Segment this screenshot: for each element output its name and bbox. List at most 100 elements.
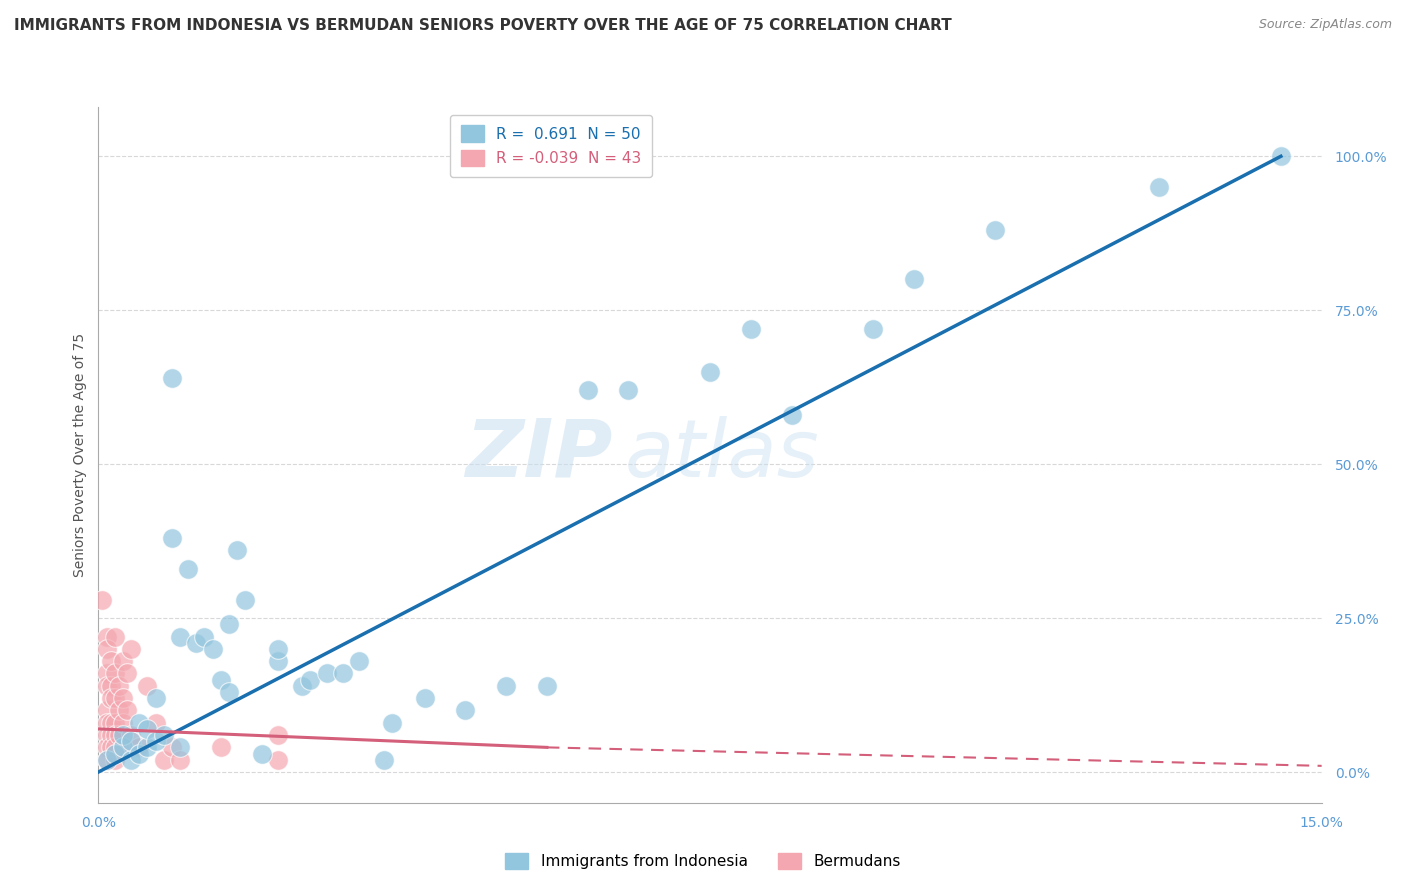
Point — [349, 654, 371, 668]
Point — [96, 715, 118, 730]
Point — [96, 740, 118, 755]
Point — [160, 740, 183, 755]
Point — [100, 691, 122, 706]
Point — [152, 753, 174, 767]
Point — [160, 531, 183, 545]
Point — [136, 722, 159, 736]
Point — [1270, 149, 1292, 163]
Point — [96, 703, 118, 717]
Point — [136, 679, 159, 693]
Point — [169, 753, 191, 767]
Point — [218, 685, 240, 699]
Point — [115, 703, 138, 717]
Point — [96, 679, 118, 693]
Point — [100, 715, 122, 730]
Point — [104, 740, 127, 755]
Point — [169, 740, 191, 755]
Point — [536, 679, 558, 693]
Point — [96, 630, 118, 644]
Point — [111, 740, 134, 755]
Point — [96, 728, 118, 742]
Point — [201, 641, 224, 656]
Point — [111, 691, 134, 706]
Point — [145, 734, 167, 748]
Point — [104, 715, 127, 730]
Point — [193, 630, 215, 644]
Point — [104, 753, 127, 767]
Point — [267, 753, 290, 767]
Point — [145, 715, 167, 730]
Point — [104, 747, 127, 761]
Point — [576, 384, 599, 398]
Text: Source: ZipAtlas.com: Source: ZipAtlas.com — [1258, 18, 1392, 31]
Point — [984, 223, 1007, 237]
Point — [108, 728, 131, 742]
Point — [454, 703, 477, 717]
Point — [108, 679, 131, 693]
Text: atlas: atlas — [624, 416, 820, 494]
Point — [233, 592, 256, 607]
Point — [169, 630, 191, 644]
Point — [111, 740, 134, 755]
Point — [128, 740, 150, 755]
Point — [226, 543, 249, 558]
Point — [91, 592, 114, 607]
Point — [128, 715, 150, 730]
Point — [160, 371, 183, 385]
Point — [862, 321, 884, 335]
Point — [495, 679, 517, 693]
Point — [780, 408, 803, 422]
Point — [267, 728, 290, 742]
Point — [315, 666, 337, 681]
Text: IMMIGRANTS FROM INDONESIA VS BERMUDAN SENIORS POVERTY OVER THE AGE OF 75 CORRELA: IMMIGRANTS FROM INDONESIA VS BERMUDAN SE… — [14, 18, 952, 33]
Point — [152, 728, 174, 742]
Point — [218, 617, 240, 632]
Point — [740, 321, 762, 335]
Point — [291, 679, 314, 693]
Point — [111, 654, 134, 668]
Point — [145, 691, 167, 706]
Point — [100, 679, 122, 693]
Point — [96, 753, 118, 767]
Point — [111, 715, 134, 730]
Point — [413, 691, 436, 706]
Point — [381, 715, 404, 730]
Point — [209, 673, 232, 687]
Point — [111, 728, 134, 742]
Point — [177, 562, 200, 576]
Point — [332, 666, 354, 681]
Point — [96, 641, 118, 656]
Point — [267, 654, 290, 668]
Point — [120, 753, 142, 767]
Point — [186, 636, 208, 650]
Point — [104, 728, 127, 742]
Point — [120, 728, 142, 742]
Point — [104, 666, 127, 681]
Point — [267, 641, 290, 656]
Point — [96, 666, 118, 681]
Text: ZIP: ZIP — [465, 416, 612, 494]
Y-axis label: Seniors Poverty Over the Age of 75: Seniors Poverty Over the Age of 75 — [73, 333, 87, 577]
Point — [96, 753, 118, 767]
Point — [128, 747, 150, 761]
Point — [100, 728, 122, 742]
Legend: Immigrants from Indonesia, Bermudans: Immigrants from Indonesia, Bermudans — [499, 847, 907, 875]
Point — [115, 666, 138, 681]
Point — [104, 630, 127, 644]
Point — [120, 734, 142, 748]
Point — [699, 365, 721, 379]
Point — [104, 691, 127, 706]
Point — [373, 753, 395, 767]
Point — [136, 740, 159, 755]
Point — [209, 740, 232, 755]
Point — [120, 641, 142, 656]
Point — [1147, 180, 1170, 194]
Point — [250, 747, 273, 761]
Point — [100, 654, 122, 668]
Legend: R =  0.691  N = 50, R = -0.039  N = 43: R = 0.691 N = 50, R = -0.039 N = 43 — [450, 115, 652, 177]
Point — [903, 272, 925, 286]
Point — [617, 384, 640, 398]
Point — [100, 740, 122, 755]
Point — [299, 673, 322, 687]
Point — [108, 703, 131, 717]
